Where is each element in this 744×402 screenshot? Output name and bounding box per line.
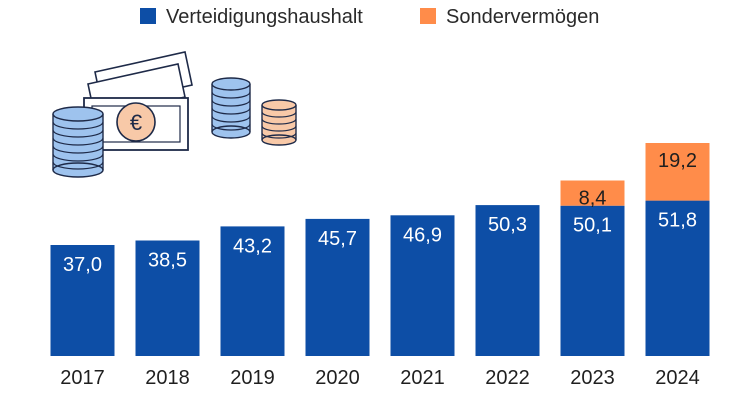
legend-label-verteidigungshaushalt: Verteidigungshaushalt bbox=[166, 6, 363, 28]
euro-symbol: € bbox=[130, 110, 142, 135]
coin-stack-medium-icon bbox=[211, 77, 251, 139]
legend-item-verteidigungshaushalt: Verteidigungshaushalt bbox=[140, 6, 363, 28]
bars bbox=[50, 143, 710, 356]
legend-swatch-sondervermoegen bbox=[420, 8, 436, 24]
bar-verteidigungshaushalt-2020 bbox=[305, 218, 370, 356]
legend-swatch-verteidigungshaushalt bbox=[140, 8, 156, 24]
x-tick-label-2022: 2022 bbox=[485, 367, 530, 389]
legend-label-sondervermoegen: Sondervermögen bbox=[446, 6, 599, 28]
value-label-verteidigungshaushalt-2019: 43,2 bbox=[233, 235, 272, 257]
x-tick-label-2018: 2018 bbox=[145, 367, 190, 389]
value-label-verteidigungshaushalt-2021: 46,9 bbox=[403, 224, 442, 246]
x-tick-label-2020: 2020 bbox=[315, 367, 360, 389]
bar-verteidigungshaushalt-2021 bbox=[390, 215, 455, 356]
value-label-verteidigungshaushalt-2022: 50,3 bbox=[488, 214, 527, 236]
coin-stack-large-icon bbox=[52, 106, 104, 178]
bar-sondervermoegen-2024 bbox=[645, 143, 710, 201]
bar-verteidigungshaushalt-2023 bbox=[560, 205, 625, 356]
x-tick-label-2019: 2019 bbox=[230, 367, 275, 389]
value-label-verteidigungshaushalt-2024: 51,8 bbox=[658, 210, 697, 232]
money-illustration: € bbox=[52, 51, 297, 178]
legend-item-sondervermoegen: Sondervermögen bbox=[420, 6, 599, 28]
value-label-sondervermoegen-2024: 19,2 bbox=[658, 150, 697, 172]
x-tick-label-2023: 2023 bbox=[570, 367, 615, 389]
value-labels: 37,0 38,5 43,2 45,7 46,9 50,3 50,1 8,4 51,8 19,2 bbox=[63, 150, 697, 276]
x-tick-label-2017: 2017 bbox=[60, 367, 105, 389]
legend: Verteidigungshaushalt Sondervermögen bbox=[140, 6, 599, 28]
value-label-verteidigungshaushalt-2023: 50,1 bbox=[573, 215, 612, 237]
bar-verteidigungshaushalt-2017 bbox=[50, 245, 115, 356]
value-label-verteidigungshaushalt-2017: 37,0 bbox=[63, 254, 102, 276]
bar-verteidigungshaushalt-2019 bbox=[220, 226, 285, 356]
value-label-verteidigungshaushalt-2020: 45,7 bbox=[318, 228, 357, 250]
bar-verteidigungshaushalt-2024 bbox=[645, 200, 710, 356]
x-tick-label-2021: 2021 bbox=[400, 367, 445, 389]
bar-verteidigungshaushalt-2022 bbox=[475, 205, 540, 356]
euro-icon: € bbox=[116, 102, 156, 142]
coin-stack-icon bbox=[52, 77, 297, 178]
x-tick-label-2024: 2024 bbox=[655, 367, 700, 389]
value-label-sondervermoegen-2023: 8,4 bbox=[579, 188, 607, 210]
value-label-verteidigungshaushalt-2018: 38,5 bbox=[148, 250, 187, 272]
bar-sondervermoegen-2023 bbox=[560, 180, 625, 206]
bar-verteidigungshaushalt-2018 bbox=[135, 240, 200, 356]
coin-stack-small-icon bbox=[261, 99, 297, 146]
x-axis-ticks: 2017 2018 2019 2020 2021 2022 2023 2024 bbox=[60, 367, 700, 389]
